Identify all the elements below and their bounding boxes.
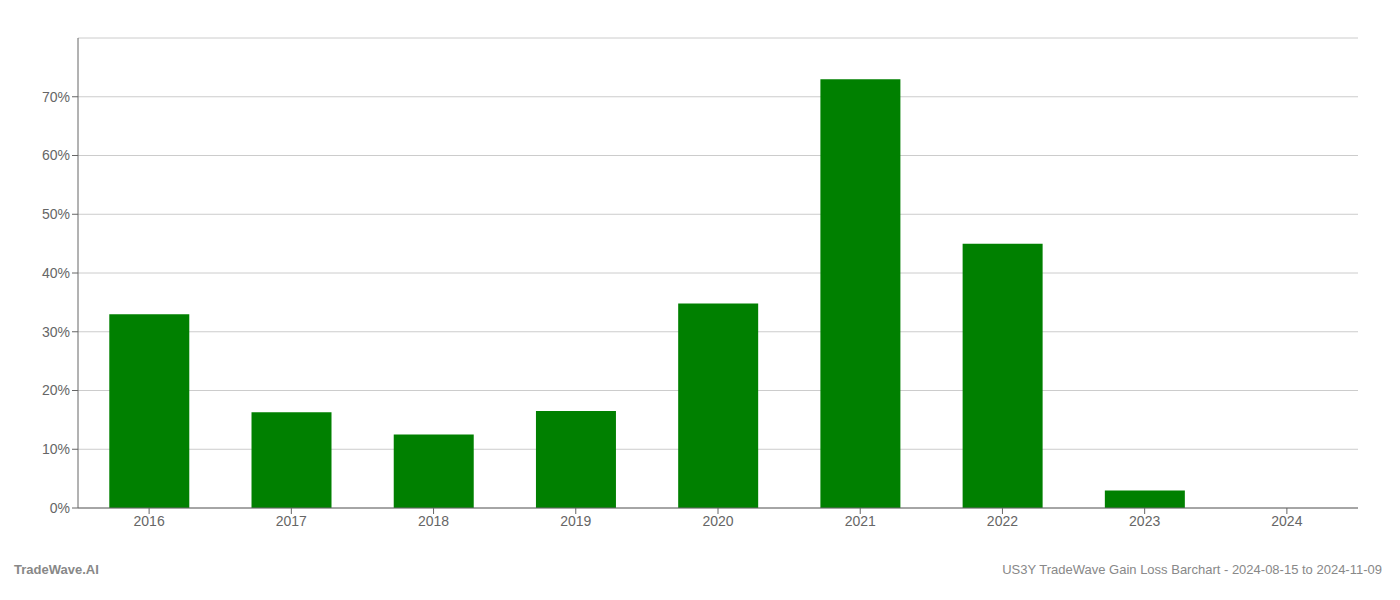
svg-text:10%: 10% [42, 441, 70, 457]
svg-text:2016: 2016 [134, 513, 165, 529]
svg-text:0%: 0% [50, 500, 70, 516]
svg-text:20%: 20% [42, 382, 70, 398]
svg-text:2018: 2018 [418, 513, 449, 529]
svg-text:40%: 40% [42, 265, 70, 281]
svg-text:30%: 30% [42, 324, 70, 340]
svg-text:2023: 2023 [1129, 513, 1160, 529]
svg-text:60%: 60% [42, 147, 70, 163]
svg-text:70%: 70% [42, 89, 70, 105]
svg-text:2017: 2017 [276, 513, 307, 529]
html-text:US3Y TradeWave Gain Loss Barch: US3Y TradeWave Gain Loss Barchart - 2024… [1002, 562, 1382, 577]
svg-text:2022: 2022 [987, 513, 1018, 529]
svg-text:2024: 2024 [1271, 513, 1302, 529]
svg-text:50%: 50% [42, 206, 70, 222]
html-text:TradeWave.AI: TradeWave.AI [14, 562, 99, 577]
svg-text:2020: 2020 [702, 513, 733, 529]
svg-text:2021: 2021 [845, 513, 876, 529]
svg-text:2019: 2019 [560, 513, 591, 529]
